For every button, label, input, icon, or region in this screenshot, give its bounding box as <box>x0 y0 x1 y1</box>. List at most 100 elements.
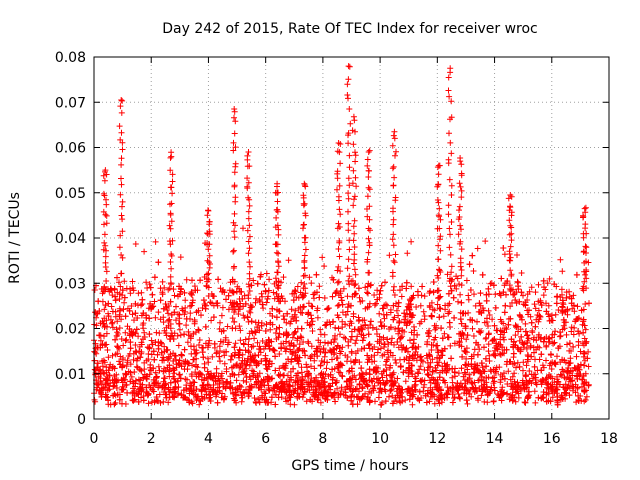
data-point <box>273 325 280 332</box>
data-point <box>387 387 394 394</box>
data-point <box>205 207 212 214</box>
data-point <box>245 318 252 325</box>
data-point <box>377 287 384 294</box>
data-point <box>391 292 398 298</box>
data-point <box>298 364 305 371</box>
data-point <box>253 400 260 406</box>
data-point <box>241 390 248 396</box>
data-point <box>391 174 398 181</box>
data-point <box>420 308 427 315</box>
data-point <box>445 211 452 218</box>
data-point <box>337 160 344 167</box>
data-point <box>196 337 203 343</box>
data-point <box>244 152 251 159</box>
data-point <box>435 162 442 169</box>
data-point <box>200 297 207 304</box>
data-point <box>528 319 535 326</box>
data-point <box>482 335 489 342</box>
data-point <box>274 198 281 205</box>
data-point <box>95 298 102 305</box>
data-point <box>573 271 580 278</box>
data-point <box>306 274 313 281</box>
data-point <box>303 398 310 405</box>
data-point <box>246 270 253 277</box>
data-point <box>131 317 137 324</box>
data-point <box>391 135 398 142</box>
data-point <box>201 364 208 371</box>
data-point <box>151 356 158 363</box>
data-point <box>507 267 514 274</box>
data-point <box>444 271 451 278</box>
data-point <box>389 165 396 172</box>
data-point <box>445 156 452 163</box>
data-point <box>365 174 372 180</box>
data-point <box>371 352 378 359</box>
data-point <box>390 163 397 170</box>
data-point <box>428 313 435 320</box>
data-point <box>557 256 564 263</box>
data-point <box>176 320 183 327</box>
data-point <box>481 398 488 405</box>
data-point <box>147 361 154 368</box>
data-point <box>373 300 379 307</box>
data-point <box>393 360 400 366</box>
data-point <box>115 344 121 351</box>
data-point <box>251 395 258 401</box>
data-point <box>449 374 456 381</box>
data-point <box>188 343 194 350</box>
data-point <box>102 302 109 309</box>
data-point <box>492 291 499 298</box>
data-point <box>456 207 462 214</box>
data-point <box>138 302 144 309</box>
y-tick-label: 0.02 <box>55 322 86 338</box>
data-point <box>377 319 384 325</box>
data-point <box>245 215 252 222</box>
data-point <box>358 365 365 372</box>
data-point <box>463 277 470 284</box>
data-point <box>515 394 522 401</box>
data-point <box>352 174 359 181</box>
data-point <box>246 259 253 266</box>
data-point <box>455 298 461 305</box>
data-point <box>173 303 179 310</box>
data-point <box>247 263 253 270</box>
data-point <box>344 304 351 311</box>
data-point <box>514 278 521 285</box>
data-point <box>116 123 123 130</box>
data-point <box>132 241 139 247</box>
data-point <box>122 313 129 320</box>
data-point <box>457 395 463 402</box>
data-point <box>209 353 216 360</box>
data-point <box>345 195 352 202</box>
data-point <box>352 149 358 156</box>
data-point <box>458 335 465 342</box>
data-point <box>575 338 582 345</box>
data-point <box>184 339 191 346</box>
data-point <box>390 205 396 212</box>
data-point <box>108 320 115 327</box>
data-point <box>421 293 428 300</box>
data-point <box>202 323 209 330</box>
data-point <box>428 313 435 319</box>
data-point <box>109 352 116 359</box>
data-point <box>105 300 112 307</box>
x-tick-label: 18 <box>600 431 618 447</box>
data-point <box>118 252 125 258</box>
data-point <box>210 314 217 321</box>
data-point <box>103 196 109 203</box>
data-point <box>123 336 130 343</box>
data-point <box>447 283 454 290</box>
data-point <box>155 363 162 370</box>
data-point <box>121 278 128 285</box>
data-point <box>466 261 473 268</box>
data-point <box>182 297 189 304</box>
data-point <box>390 257 397 264</box>
data-point <box>363 369 370 376</box>
data-point <box>321 263 328 270</box>
data-point <box>448 150 455 157</box>
data-point <box>231 318 238 325</box>
data-point <box>266 276 273 283</box>
data-point <box>119 198 126 205</box>
data-point <box>374 349 381 356</box>
data-point <box>128 303 135 309</box>
